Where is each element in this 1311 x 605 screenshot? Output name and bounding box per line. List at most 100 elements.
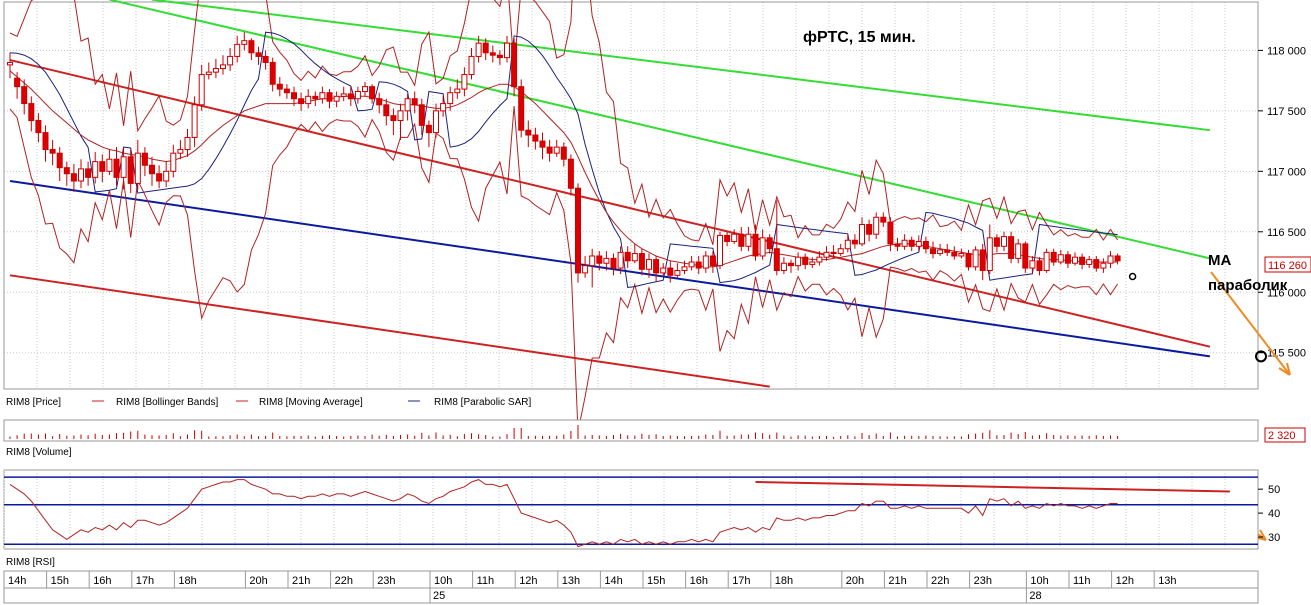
candle	[418, 98, 425, 136]
candle	[127, 149, 134, 194]
candle-body	[468, 55, 475, 76]
candle-body	[454, 88, 461, 94]
candle	[262, 50, 269, 70]
price-tick-label: 116 500	[1267, 227, 1306, 239]
candle-body	[731, 233, 738, 242]
candle-body	[305, 95, 312, 105]
candle-body	[738, 233, 745, 247]
candle	[901, 234, 908, 250]
chart-title: фРТС, 15 мин.	[803, 29, 916, 46]
price-panel-frame	[3, 1, 1259, 390]
candle	[674, 263, 681, 278]
candle-body	[1036, 260, 1043, 271]
candle	[617, 246, 624, 275]
candle	[362, 81, 368, 97]
rsi-line	[9, 479, 1230, 548]
price-gridlines	[3, 2, 1258, 389]
candle	[1008, 231, 1015, 264]
candle	[596, 251, 603, 271]
day-tick-label: 25	[433, 590, 445, 602]
candle-body	[433, 110, 439, 134]
time-tick-label: 16h	[93, 575, 111, 587]
candle	[305, 89, 312, 109]
candle	[660, 263, 667, 276]
candle-body	[234, 43, 241, 57]
candle	[461, 67, 468, 97]
candle	[624, 246, 631, 269]
candle	[539, 132, 546, 160]
candle-body	[851, 239, 858, 245]
price-frame-rect	[3, 1, 1259, 390]
candle-body	[283, 88, 290, 94]
candle-body	[49, 149, 56, 154]
candle-body	[1093, 259, 1100, 269]
candle	[809, 257, 816, 269]
candle	[1086, 255, 1093, 269]
candle	[276, 76, 283, 97]
candle	[184, 128, 191, 157]
candle	[248, 38, 255, 61]
candle-body	[496, 54, 503, 59]
candle	[447, 86, 454, 111]
candle	[489, 45, 496, 63]
time-tick-label: 12h	[1116, 575, 1134, 587]
candle	[745, 226, 752, 252]
candle	[70, 164, 77, 192]
candle-body	[63, 167, 70, 175]
candle-body	[21, 86, 28, 105]
candle-body	[354, 90, 361, 100]
candle-body	[525, 129, 532, 136]
parabolic-sar	[9, 31, 1118, 288]
candle-body	[141, 152, 148, 166]
candle	[1093, 255, 1100, 272]
candle	[830, 245, 837, 259]
candle-body	[248, 40, 255, 54]
candle	[85, 161, 92, 186]
candle-body	[993, 237, 1000, 247]
rsi-series	[9, 479, 1118, 548]
channel-target-marker	[1255, 350, 1267, 363]
candle-body	[702, 255, 709, 269]
candle-body	[369, 86, 376, 100]
candle-body	[28, 103, 35, 122]
candle-body	[418, 104, 425, 126]
candle-body	[1107, 255, 1114, 264]
candle-body	[539, 140, 546, 148]
candle	[979, 243, 986, 281]
candle	[390, 108, 397, 136]
legend-sar: RIM8 [Parabolic SAR]	[434, 397, 531, 408]
candle	[177, 139, 184, 160]
candle-body	[511, 42, 518, 88]
candle-body	[979, 249, 986, 271]
time-tick-label: 17h	[136, 575, 154, 587]
candle-body	[582, 265, 589, 274]
time-tick-label: 14h	[8, 575, 26, 587]
candle-body	[241, 40, 248, 45]
candle	[298, 92, 305, 111]
sar-annotation: параболик	[1208, 277, 1288, 294]
candle	[717, 231, 723, 270]
candle-body	[823, 251, 830, 258]
candle-body	[177, 149, 184, 154]
candle-body	[212, 68, 219, 73]
candle	[795, 252, 802, 271]
candle-body	[198, 74, 205, 106]
time-tick-label: 13h	[562, 575, 580, 587]
candle-body	[780, 262, 787, 271]
candle	[120, 147, 127, 190]
candle	[269, 57, 276, 92]
candle	[504, 35, 510, 63]
candle-body	[461, 74, 468, 90]
candle	[546, 139, 553, 162]
candle-body	[944, 249, 951, 253]
candle	[646, 253, 652, 278]
candle	[1043, 248, 1050, 273]
candle	[930, 241, 936, 259]
candle-body	[965, 253, 972, 268]
candle-body	[717, 234, 723, 267]
time-tick-label: 10h	[1030, 575, 1048, 587]
time-tick-label: 11h	[1073, 575, 1091, 587]
rsi-trend-line	[755, 480, 1230, 493]
candle-body	[170, 152, 177, 172]
